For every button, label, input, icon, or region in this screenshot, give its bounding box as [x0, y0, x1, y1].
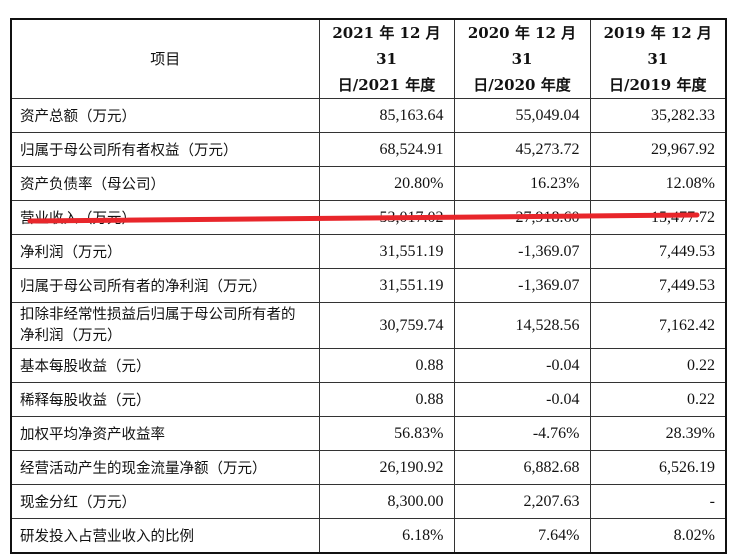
- row-label: 研发投入占营业收入的比例: [10, 518, 320, 554]
- row-label: 归属于母公司所有者权益（万元）: [10, 132, 320, 167]
- cell-2019: 7,449.53: [589, 234, 727, 269]
- table-row: 净利润（万元） 31,551.19 -1,369.07 7,449.53: [10, 234, 727, 269]
- header-item: 项目: [10, 18, 320, 99]
- cell-2020: -0.04: [453, 348, 591, 383]
- header-2021: 2021 年 12 月 31 日/2021 年度: [318, 18, 455, 99]
- cell-2019: 12.08%: [589, 166, 727, 201]
- cell-2020: 2,207.63: [453, 484, 591, 519]
- table-row: 研发投入占营业收入的比例 6.18% 7.64% 8.02%: [10, 518, 727, 554]
- cell-2019: 28.39%: [589, 416, 727, 451]
- financial-summary-table: 项目 2021 年 12 月 31 日/2021 年度 2020 年 12 月 3…: [10, 18, 727, 554]
- header-2019-line2: 日/2019 年度: [609, 76, 707, 94]
- cell-2020: -1,369.07: [453, 268, 591, 303]
- table-row: 加权平均净资产收益率 56.83% -4.76% 28.39%: [10, 416, 727, 451]
- cell-2021: 68,524.91: [318, 132, 455, 167]
- row-label: 资产总额（万元）: [10, 98, 320, 133]
- table-row: 基本每股收益（元） 0.88 -0.04 0.22: [10, 348, 727, 383]
- header-2019: 2019 年 12 月 31 日/2019 年度: [589, 18, 727, 99]
- table-row: 现金分红（万元） 8,300.00 2,207.63-: [10, 484, 727, 519]
- cell-2019: 8.02%: [589, 518, 727, 554]
- cell-2019: 29,967.92: [589, 132, 727, 167]
- row-label: 扣除非经常性损益后归属于母公司所有者的净利润（万元）: [10, 302, 320, 349]
- cell-2020: -0.04: [453, 382, 591, 417]
- cell-2020: 45,273.72: [453, 132, 591, 167]
- cell-2019: 15,477.72: [589, 200, 727, 235]
- cell-2019: 0.22: [589, 382, 727, 417]
- cell-2019: 7,162.42: [589, 302, 727, 349]
- header-2020: 2020 年 12 月 31 日/2020 年度: [453, 18, 591, 99]
- cell-2019: 7,449.53: [589, 268, 727, 303]
- cell-2021: 53,017.02: [318, 200, 455, 235]
- row-label: 营业收入（万元）: [10, 200, 320, 235]
- table-row: 资产负债率（母公司） 20.80% 16.23% 12.08%: [10, 166, 727, 201]
- cell-2019: 0.22: [589, 348, 727, 383]
- cell-2020: 16.23%: [453, 166, 591, 201]
- header-2021-line1: 2021 年 12 月 31: [332, 24, 441, 68]
- cell-2021: 26,190.92: [318, 450, 455, 485]
- cell-2019: 35,282.33: [589, 98, 727, 133]
- cell-2021: 31,551.19: [318, 268, 455, 303]
- header-2021-line2: 日/2021 年度: [337, 76, 436, 94]
- header-2019-line1: 2019 年 12 月 31: [603, 24, 712, 68]
- cell-2021: 30,759.74: [318, 302, 455, 349]
- cell-2020: 14,528.56: [453, 302, 591, 349]
- table-row: 经营活动产生的现金流量净额（万元） 26,190.92 6,882.68 6,526.…: [10, 450, 727, 485]
- row-label: 经营活动产生的现金流量净额（万元）: [10, 450, 320, 485]
- cell-2020: 7.64%: [453, 518, 591, 554]
- cell-2021: 85,163.64: [318, 98, 455, 133]
- table-row: 稀释每股收益（元） 0.88 -0.04 0.22: [10, 382, 727, 417]
- table-row: 资产总额（万元） 85,163.64 55,049.04 35,282.33: [10, 98, 727, 133]
- cell-2021: 8,300.00: [318, 484, 455, 519]
- cell-2021: 6.18%: [318, 518, 455, 554]
- table-row: 归属于母公司所有者权益（万元） 68,524.91 45,273.72 29,967.…: [10, 132, 727, 167]
- header-2020-line1: 2020 年 12 月 31: [467, 24, 577, 68]
- cell-2020: 27,918.60: [453, 200, 591, 235]
- table-row: 归属于母公司所有者的净利润（万元） 31,551.19 -1,369.07 7,449…: [10, 268, 727, 303]
- table-header-row: 项目 2021 年 12 月 31 日/2021 年度 2020 年 12 月 3…: [10, 18, 727, 99]
- row-label: 归属于母公司所有者的净利润（万元）: [10, 268, 320, 303]
- cell-2020: -1,369.07: [453, 234, 591, 269]
- row-label: 净利润（万元）: [10, 234, 320, 269]
- cell-2021: 56.83%: [318, 416, 455, 451]
- cell-2019: 6,526.19: [589, 450, 727, 485]
- cell-2019: -: [589, 484, 727, 519]
- cell-2020: 55,049.04: [453, 98, 591, 133]
- table-row: 扣除非经常性损益后归属于母公司所有者的净利润（万元） 30,759.74 14,52…: [10, 302, 727, 349]
- cell-2021: 31,551.19: [318, 234, 455, 269]
- header-2020-line2: 日/2020 年度: [473, 76, 571, 94]
- cell-2020: 6,882.68: [453, 450, 591, 485]
- table-row: 营业收入（万元） 53,017.02 27,918.60 15,477.72: [10, 200, 727, 235]
- cell-2021: 20.80%: [318, 166, 455, 201]
- row-label: 加权平均净资产收益率: [10, 416, 320, 451]
- cell-2020: -4.76%: [453, 416, 591, 451]
- cell-2021: 0.88: [318, 382, 455, 417]
- row-label: 基本每股收益（元）: [10, 348, 320, 383]
- row-label: 现金分红（万元）: [10, 484, 320, 519]
- row-label: 资产负债率（母公司）: [10, 166, 320, 201]
- cell-2021: 0.88: [318, 348, 455, 383]
- row-label: 稀释每股收益（元）: [10, 382, 320, 417]
